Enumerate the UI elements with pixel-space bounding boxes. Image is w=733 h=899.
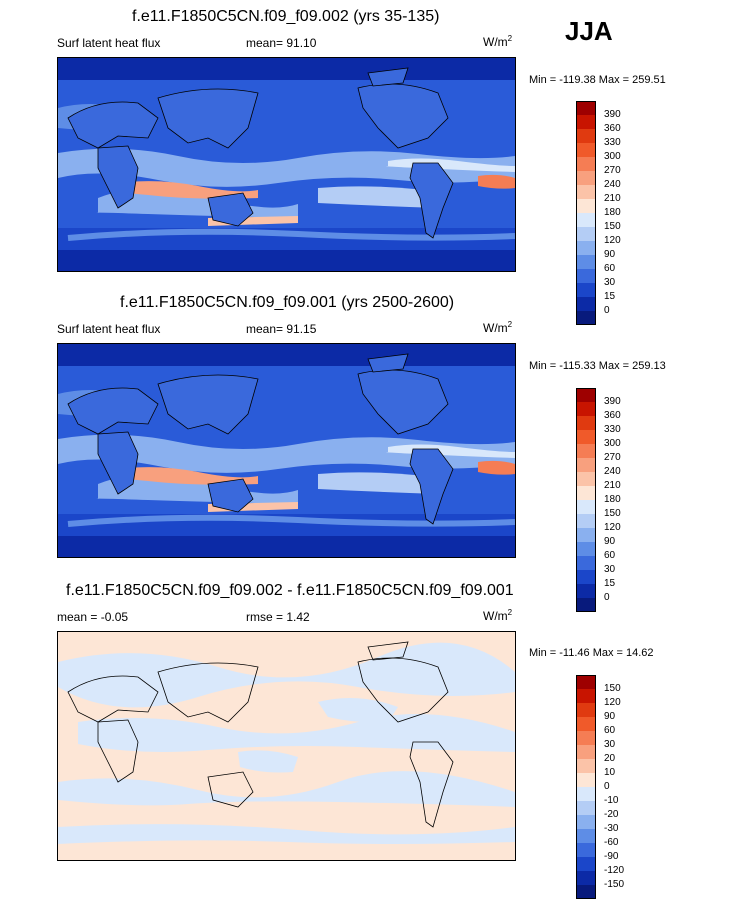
colorbar-tick-label: 210	[604, 193, 621, 204]
panel3-minmax: Min = -11.46 Max = 14.62	[529, 647, 654, 659]
panel1-map	[57, 57, 516, 272]
colorbar-tick-label: 150	[604, 508, 621, 519]
colorbar-tick-label: 90	[604, 536, 616, 547]
colorbar-tick-label: 60	[604, 263, 616, 274]
colorbar-tick-label: 240	[604, 179, 621, 190]
colorbar-tick-label: -150	[604, 879, 625, 890]
panel2-map	[57, 343, 516, 558]
colorbar-tick-label: 30	[604, 739, 616, 750]
panel1-title: f.e11.F1850C5CN.f09_f09.002 (yrs 35-135)	[132, 8, 440, 25]
colorbar-tick-label: 15	[604, 578, 616, 589]
panel2-minmax: Min = -115.33 Max = 259.13	[529, 360, 666, 372]
colorbar-tick-label: 330	[604, 424, 621, 435]
colorbar-tick-label: -120	[604, 865, 625, 876]
colorbar-tick-label: 60	[604, 550, 616, 561]
colorbar-tick-label: 20	[604, 753, 616, 764]
panel1-colorbar-labels: 390 360 330 300 270 240 210 180 150 120 …	[604, 101, 621, 316]
panel3-map	[57, 631, 516, 861]
colorbar-tick-label: 90	[604, 249, 616, 260]
panel1-minmax: Min = -119.38 Max = 259.51	[529, 74, 666, 86]
colorbar-tick-label: 90	[604, 711, 616, 722]
panel1-variable-label: Surf latent heat flux	[57, 36, 161, 50]
season-label: JJA	[565, 16, 613, 46]
colorbar-tick-label: -10	[604, 795, 619, 806]
colorbar-tick-label: 0	[604, 781, 610, 792]
panel2-colorbar	[576, 388, 596, 612]
colorbar-tick-label: 120	[604, 697, 621, 708]
colorbar-tick-label: 270	[604, 452, 621, 463]
panel2-variable-label: Surf latent heat flux	[57, 322, 161, 336]
panel3-title: f.e11.F1850C5CN.f09_f09.002 - f.e11.F185…	[66, 582, 514, 599]
panel1-colorbar	[576, 101, 596, 325]
panel2-units: W/m2	[483, 320, 513, 335]
colorbar-tick-label: 210	[604, 480, 621, 491]
colorbar-tick-label: -60	[604, 837, 619, 848]
colorbar-tick-label: 60	[604, 725, 616, 736]
colorbar-tick-label: 330	[604, 137, 621, 148]
colorbar-tick-label: 360	[604, 123, 621, 134]
panel3-rmse-label: rmse = 1.42	[246, 610, 310, 624]
panel1-mean-label: mean= 91.10	[246, 36, 317, 50]
colorbar-tick-label: 300	[604, 438, 621, 449]
colorbar-tick-label: 30	[604, 564, 616, 575]
panel2-title: f.e11.F1850C5CN.f09_f09.001 (yrs 2500-26…	[120, 294, 455, 311]
colorbar-tick-label: 120	[604, 522, 621, 533]
colorbar-tick-label: 390	[604, 109, 621, 120]
colorbar-tick-label: -30	[604, 823, 619, 834]
panel2-colorbar-labels: 390 360 330 300 270 240 210 180 150 120 …	[604, 388, 621, 603]
colorbar-tick-label: 390	[604, 396, 621, 407]
colorbar-tick-label: 0	[604, 592, 610, 603]
colorbar-tick-label: 0	[604, 305, 610, 316]
panel1-units: W/m2	[483, 34, 513, 49]
colorbar-tick-label: 300	[604, 151, 621, 162]
panel3-colorbar	[576, 675, 596, 899]
colorbar-tick-label: -90	[604, 851, 619, 862]
colorbar-tick-label: 270	[604, 165, 621, 176]
colorbar-tick-label: -20	[604, 809, 619, 820]
panel3-colorbar-labels: 150 120 90 60 30 20 10 0 -10 -20 -30 -60…	[604, 675, 625, 890]
panel2-mean-label: mean= 91.15	[246, 322, 317, 336]
colorbar-tick-label: 10	[604, 767, 616, 778]
colorbar-tick-label: 150	[604, 683, 621, 694]
panel3-units: W/m2	[483, 608, 513, 623]
colorbar-tick-label: 150	[604, 221, 621, 232]
panel3-mean-label: mean = -0.05	[57, 610, 129, 624]
colorbar-tick-label: 360	[604, 410, 621, 421]
colorbar-tick-label: 30	[604, 277, 616, 288]
colorbar-tick-label: 15	[604, 291, 616, 302]
colorbar-tick-label: 120	[604, 235, 621, 246]
colorbar-tick-label: 240	[604, 466, 621, 477]
colorbar-tick-label: 180	[604, 207, 621, 218]
colorbar-tick-label: 180	[604, 494, 621, 505]
